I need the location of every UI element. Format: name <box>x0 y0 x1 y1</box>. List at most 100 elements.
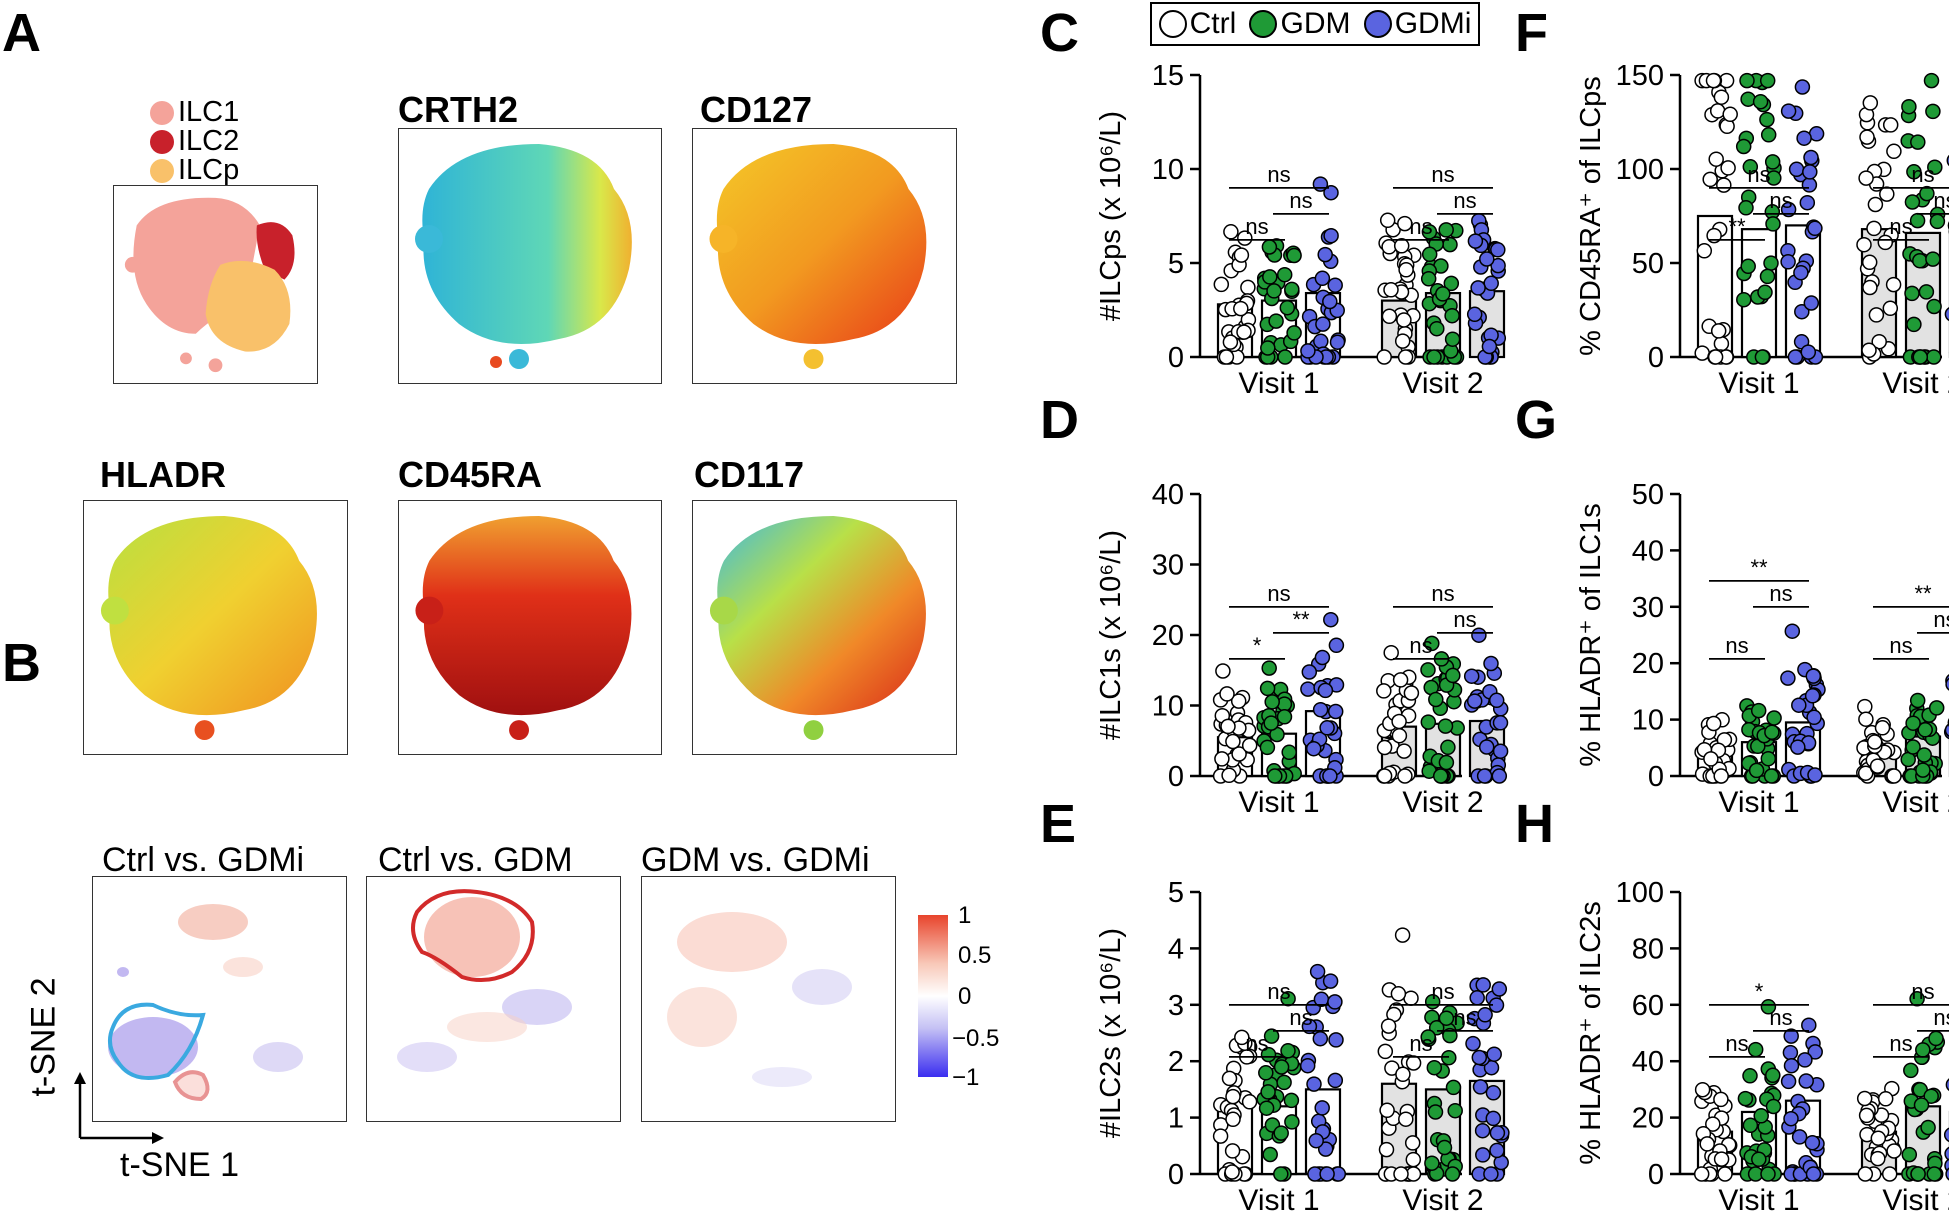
chart-f-sig-label-5: ns <box>1889 214 1912 239</box>
chart-h-ytick-label-0: 0 <box>1648 1159 1664 1191</box>
chart-d-point <box>1492 743 1509 759</box>
chart-d-point <box>1264 694 1280 710</box>
chart-c-point <box>1444 307 1460 324</box>
chart-f-point <box>1866 220 1882 237</box>
chart-d-point <box>1420 714 1437 730</box>
chart-g-point <box>1804 688 1821 704</box>
chart-g-point <box>1805 668 1822 684</box>
chart-e-point <box>1225 1111 1241 1128</box>
chart-e-point <box>1224 1143 1241 1159</box>
chart-g-point <box>1857 698 1873 715</box>
chart-g-point <box>1916 747 1932 763</box>
colorbar-tick-neg0.5: −0.5 <box>952 1025 1000 1052</box>
chart-c-point <box>1490 242 1506 258</box>
chart-h-point <box>1753 1108 1769 1124</box>
chart-f-point <box>1763 255 1779 271</box>
tsne-map-cd127 <box>692 128 957 384</box>
chart-f-point <box>1861 254 1878 271</box>
chart-f-point <box>1925 251 1941 267</box>
colorbar-tick-1: 1 <box>958 902 972 929</box>
chart-c-point <box>1421 224 1438 240</box>
chart-f-point <box>1803 149 1819 166</box>
chart-d-point <box>1483 655 1499 672</box>
chart-f-point <box>1742 159 1759 175</box>
legend-item-ilcp: ILCp <box>150 156 239 185</box>
chart-e-point <box>1263 1028 1280 1044</box>
chart-c-sig-label-4: ns <box>1453 188 1476 213</box>
chart-d-point <box>1263 715 1279 731</box>
chart-d-point <box>1322 768 1338 784</box>
chart-h-point <box>1805 1166 1822 1182</box>
chart-f-point <box>1802 164 1818 180</box>
chart-d-ytick-label-1: 10 <box>1152 691 1184 723</box>
chart-g-point <box>1790 739 1806 755</box>
chart-h-ytick-label-3: 60 <box>1632 990 1664 1022</box>
chart-f-point <box>1793 264 1809 281</box>
chart-h-point <box>1944 1146 1949 1161</box>
chart-c-point <box>1266 283 1282 299</box>
chart-h-point <box>1797 1052 1813 1068</box>
chart-e-point <box>1327 1072 1344 1089</box>
chart-f-point <box>1740 91 1756 107</box>
chart-d-point <box>1397 768 1413 784</box>
chart-f-point <box>1766 170 1782 186</box>
chart-f-point <box>1796 130 1812 146</box>
chart-c-point <box>1444 331 1461 347</box>
chart-h-point <box>1945 1167 1949 1181</box>
chart-f-point <box>1759 72 1776 89</box>
chart-f-point <box>1752 93 1769 110</box>
chart-g-point <box>1886 768 1902 784</box>
chart-e-sig-label-3: ns <box>1431 979 1454 1004</box>
chart-h-point <box>1717 1166 1733 1182</box>
chart-c-point <box>1300 343 1316 359</box>
chart-e-ytick-label-4: 4 <box>1168 933 1184 965</box>
ilc1-swatch <box>150 100 174 125</box>
gdmi-swatch <box>1363 10 1392 38</box>
chart-f-point <box>1910 134 1926 150</box>
chart-d-point <box>1438 754 1455 771</box>
chart-e-point <box>1284 1114 1300 1130</box>
chart-d-point <box>1424 635 1440 652</box>
chart-h-point <box>1765 1098 1782 1115</box>
chart-e-point <box>1424 1155 1440 1171</box>
chart-c-sig-label-5: ns <box>1409 214 1432 239</box>
chart-h-sig-label-0: * <box>1755 979 1764 1004</box>
chart-d-point <box>1376 739 1393 756</box>
chart-f-point <box>1912 349 1929 365</box>
chart-c-point <box>1435 286 1451 302</box>
chart-g-sig-label-3: ** <box>1914 581 1932 606</box>
chart-g-point <box>1780 670 1796 686</box>
chart-h-sig-label-2: ns <box>1725 1031 1748 1056</box>
chart-d-sig-label-2: * <box>1253 633 1262 658</box>
chart-g-point <box>1905 739 1921 755</box>
chart-h-point <box>1903 1062 1919 1079</box>
chart-e-point <box>1283 1092 1300 1109</box>
chart-g-xlabel-visit-1: Visit 1 <box>1718 786 1799 819</box>
chart-d-point <box>1376 768 1393 784</box>
chart-f-ytick-label-0: 0 <box>1648 342 1664 374</box>
map-title-hladr: HLADR <box>100 454 226 495</box>
chart-c-point <box>1260 340 1276 356</box>
chart-h-point <box>1760 999 1777 1015</box>
chart-h-point <box>1801 1017 1817 1033</box>
chart-d-ytick-label-4: 40 <box>1152 479 1184 511</box>
chart-d-point <box>1231 746 1247 762</box>
chart-h-point <box>1913 1097 1930 1113</box>
chart-h-xlabel-visit-2: Visit 2 <box>1882 1184 1949 1217</box>
chart-e-point <box>1258 1065 1274 1081</box>
chart-e-point <box>1276 1074 1292 1091</box>
chart-f-point <box>1858 170 1874 186</box>
chart-e-sig-label-1: ns <box>1289 1005 1312 1030</box>
chart-h-point <box>1915 1042 1931 1058</box>
ilc2-swatch <box>150 129 174 154</box>
chart-c-sig-label-3: ns <box>1431 162 1454 187</box>
chart-c-ytick-label-2: 10 <box>1152 154 1184 186</box>
chart-e-point <box>1378 1141 1395 1158</box>
chart-d-point <box>1319 720 1335 736</box>
chart-f-sig-label-3: ns <box>1911 162 1934 187</box>
chart-h-point <box>1699 1136 1715 1152</box>
chart-f-point <box>1926 349 1942 365</box>
chart-h-ytick-label-1: 20 <box>1632 1103 1664 1135</box>
chart-g-ytick-label-0: 0 <box>1648 761 1664 793</box>
chart-c-point <box>1223 224 1239 240</box>
